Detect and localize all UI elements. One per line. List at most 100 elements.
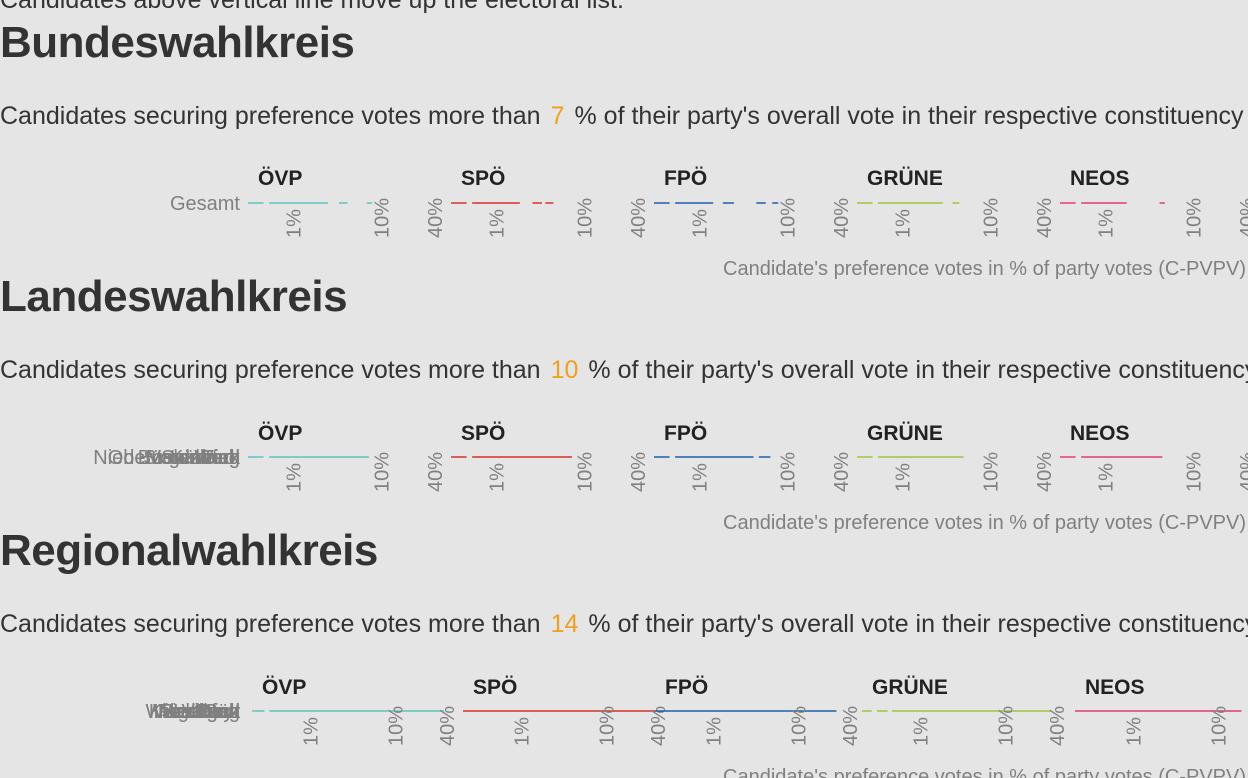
panel-ovp: ÖVP 1% 10% 40%	[248, 167, 447, 238]
tick-label-grune-2: 40%	[1034, 452, 1056, 492]
panel-fpo: FPÖ 1% 10% 40%	[655, 676, 862, 746]
row-label-burgenland: Burgenland	[138, 447, 240, 469]
tick-label-spo-2: 40%	[628, 452, 650, 492]
intro-note: Candidates above vertical line move up t…	[0, 0, 624, 14]
tick-label-ovp-2: 40%	[437, 706, 459, 746]
row-label-salzburg: Salzburg	[161, 701, 240, 723]
panel-spo: SPÖ 1% 10% 40%	[463, 676, 670, 746]
tick-label-neos-0: 1%	[1095, 209, 1117, 238]
panel-neos: NEOS 1% 10% 40%	[1060, 167, 1248, 238]
x-axis-title: Candidate's preference votes in % of par…	[723, 512, 1246, 534]
tick-label-fpo-0: 1%	[689, 463, 711, 492]
party-label-neos: NEOS	[1070, 167, 1130, 190]
subtitle-text-before: Candidates securing preference votes mor…	[0, 610, 541, 638]
tick-label-spo-1: 10%	[575, 452, 597, 492]
section-title-landeswahlkreis: Landeswahlkreis	[0, 272, 348, 321]
threshold-value: 10	[550, 356, 579, 384]
section-title-regionalwahlkreis: Regionalwahlkreis	[0, 526, 378, 575]
party-label-fpo: FPÖ	[664, 167, 707, 190]
row-label-vorarlberg: Vorarlberg	[148, 447, 240, 469]
tick-label-neos-2: 40%	[1237, 198, 1248, 238]
row-label-lungau: Lungau	[173, 701, 240, 723]
row-label-tirol: Tirol	[202, 447, 240, 469]
tick-label-spo-1: 10%	[575, 198, 597, 238]
tick-label-neos-1: 10%	[1209, 706, 1231, 746]
row-label-steiermark: Steiermark	[143, 447, 241, 469]
row-label-linz: Linz	[203, 701, 240, 723]
row-label-klagenfurt: Klagenfurt	[149, 701, 241, 723]
party-label-ovp: ÖVP	[262, 676, 306, 699]
panel-spo: SPÖ 1% 10% 40%	[451, 422, 650, 492]
panel-fpo: FPÖ 1% 10% 40%	[654, 167, 853, 238]
tick-label-fpo-2: 40%	[831, 452, 853, 492]
party-label-neos: NEOS	[1070, 422, 1130, 445]
panel-grune: GRÜNE 1% 10% 40%	[862, 676, 1069, 746]
row-label-wien: Wien	[194, 447, 240, 469]
row-label-niederosterreich: Niederösterreich	[93, 447, 240, 469]
tick-label-grune-1: 10%	[981, 198, 1003, 238]
tick-label-fpo-2: 40%	[840, 706, 862, 746]
subtitle-text-before: Candidates securing preference votes mor…	[0, 356, 541, 384]
tick-label-fpo-0: 1%	[689, 209, 711, 238]
panel-ovp: ÖVP 1% 10% 40%	[248, 422, 447, 492]
row-label-steyr: Steyr	[193, 701, 240, 723]
tick-label-grune-0: 1%	[892, 463, 914, 492]
row-label-salzburg: Salzburg	[161, 447, 240, 469]
tick-label-neos-0: 1%	[1095, 463, 1117, 492]
subtitle-text-after: % of their party's overall vote in their…	[588, 610, 1248, 638]
party-label-spo: SPÖ	[461, 167, 505, 190]
party-label-grune: GRÜNE	[867, 422, 943, 445]
tick-label-spo-2: 40%	[628, 198, 650, 238]
tick-label-grune-1: 10%	[981, 452, 1003, 492]
section-title-bundeswahlkreis: Bundeswahlkreis	[0, 18, 355, 67]
threshold-value: 14	[550, 610, 579, 638]
tick-label-ovp-1: 10%	[386, 706, 408, 746]
row-label-karnten: Kärnten	[170, 447, 240, 469]
tick-label-spo-1: 10%	[597, 706, 619, 746]
row-label-gesamt: Gesamt	[170, 193, 240, 215]
party-label-fpo: FPÖ	[665, 676, 708, 699]
tick-label-grune-1: 10%	[996, 706, 1018, 746]
row-label-innsbruck: Innsbruck	[153, 701, 241, 723]
subtitle-text-after: % of their party's overall vote in their…	[574, 102, 1244, 130]
tick-label-spo-0: 1%	[486, 463, 508, 492]
tick-label-neos-1: 10%	[1184, 452, 1206, 492]
tick-label-neos-1: 10%	[1184, 198, 1206, 238]
tick-label-spo-0: 1%	[486, 209, 508, 238]
subtitle-text-after: % of their party's overall vote in their…	[588, 356, 1248, 384]
tick-label-ovp-1: 10%	[372, 452, 394, 492]
tick-label-spo-2: 40%	[648, 706, 670, 746]
tick-label-spo-0: 1%	[512, 717, 534, 746]
tick-label-grune-0: 1%	[892, 209, 914, 238]
subtitle-regionalwahlkreis: Candidates securing preference votes mor…	[0, 610, 1248, 639]
tick-label-grune-2: 40%	[1034, 198, 1056, 238]
subtitle-text-before: Candidates securing preference votes mor…	[0, 102, 541, 130]
tick-label-neos-2: 40%	[1237, 452, 1248, 492]
party-label-ovp: ÖVP	[258, 422, 302, 445]
chart-regionalwahlkreis: LungauFlachgauGrazInnsbruckLinzSalzburgW…	[146, 676, 1246, 778]
tick-label-fpo-2: 40%	[831, 198, 853, 238]
x-axis-title: Candidate's preference votes in % of par…	[723, 258, 1246, 280]
tick-label-fpo-1: 10%	[789, 706, 811, 746]
tick-label-fpo-1: 10%	[778, 452, 800, 492]
row-label-villach: Villach	[181, 701, 240, 723]
subtitle-bundeswahlkreis: Candidates securing preference votes mor…	[0, 102, 1243, 131]
party-label-fpo: FPÖ	[664, 422, 707, 445]
party-label-ovp: ÖVP	[258, 167, 302, 190]
tick-label-grune-2: 40%	[1047, 706, 1069, 746]
panel-spo: SPÖ 1% 10% 40%	[451, 167, 650, 238]
tick-label-ovp-0: 1%	[301, 717, 323, 746]
row-label-flachgau: Flachgau	[158, 701, 240, 723]
panel-neos: NEOS 1% 10% 40%	[1060, 422, 1248, 492]
panel-grune: GRÜNE 1% 10% 40%	[857, 422, 1056, 492]
tick-label-neos-0: 1%	[1124, 717, 1146, 746]
panel-fpo: FPÖ 1% 10% 40%	[654, 422, 853, 492]
tick-label-ovp-0: 1%	[283, 463, 305, 492]
party-label-grune: GRÜNE	[872, 676, 948, 699]
party-label-neos: NEOS	[1085, 676, 1145, 699]
threshold-value: 7	[550, 102, 565, 130]
row-label-wien-nord: Wien Nord	[146, 701, 240, 723]
row-label-graz: Graz	[197, 701, 240, 723]
